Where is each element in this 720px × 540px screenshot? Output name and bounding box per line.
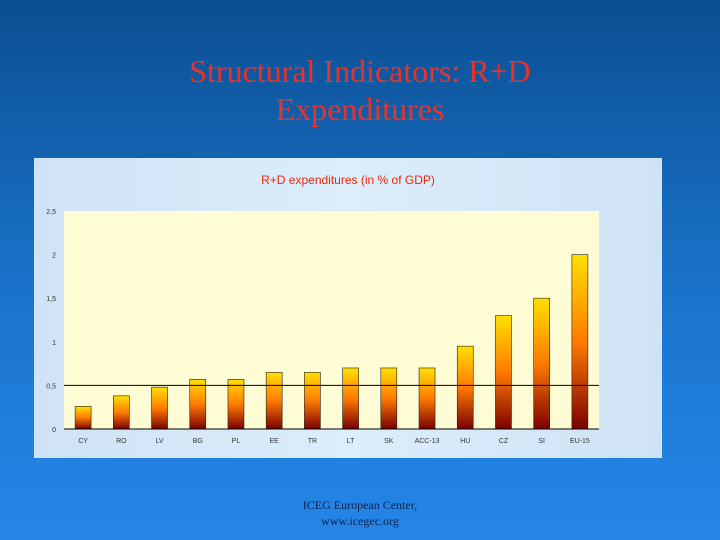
bar [227,378,245,430]
bar [380,367,398,430]
slide-title-line2: Expenditures [275,91,445,127]
footer-line1: ICEG European Center, [302,498,418,512]
x-tick-label: SK [384,438,394,445]
slide-title: Structural Indicators: R+D Expenditures [0,52,720,128]
x-tick-label: CZ [499,438,509,445]
x-tick-label: ACC-13 [415,438,440,445]
x-tick-label: BG [193,438,203,445]
x-tick-label: RO [116,438,127,445]
bars [74,254,589,430]
x-tick-label: LV [156,438,164,445]
bar [189,378,207,430]
y-ticks: 0 0,5 1 1,5 2 2,5 [46,209,599,434]
bar [418,367,436,430]
x-tick-label: LT [347,438,355,445]
chart-title: R+D expenditures (in % of GDP) [261,173,435,187]
x-tick-label: SI [538,438,545,445]
y-tick-label: 2 [52,253,56,260]
footer: ICEG European Center, www.icegec.org [0,497,720,529]
x-tick-label: PL [232,438,241,445]
bar [571,254,589,430]
slide-title-line1: Structural Indicators: R+D [189,53,531,89]
x-tick-label: EE [270,438,280,445]
y-tick-label: 0 [52,427,56,434]
bar [304,372,321,430]
bar [113,395,130,430]
x-ticks: CY RO LV BG PL EE TR LT SK ACC-13 HU CZ SI EU-15 [78,438,590,445]
x-tick-label: CY [78,438,88,445]
bar [495,315,512,430]
y-tick-label: 2,5 [46,209,56,216]
bar [74,406,92,430]
x-tick-label: TR [308,438,317,445]
y-tick-label: 1,5 [46,296,56,303]
y-tick-label: 1 [52,340,56,347]
x-tick-label: HU [460,438,470,445]
bar [533,297,550,430]
bar [342,367,359,430]
plot-area [64,211,599,429]
bar [456,345,474,430]
y-tick-label: 0,5 [46,383,56,390]
chart-frame: R+D expenditures (in % of GDP) 0 0,5 1 1,5 2… [34,158,662,458]
bar [265,372,283,430]
bar-chart: R+D expenditures (in % of GDP) 0 0,5 1 1,5 2… [46,173,599,445]
x-tick-label: EU-15 [570,438,590,445]
bar [151,386,168,430]
footer-line2: www.icegec.org [321,514,399,528]
